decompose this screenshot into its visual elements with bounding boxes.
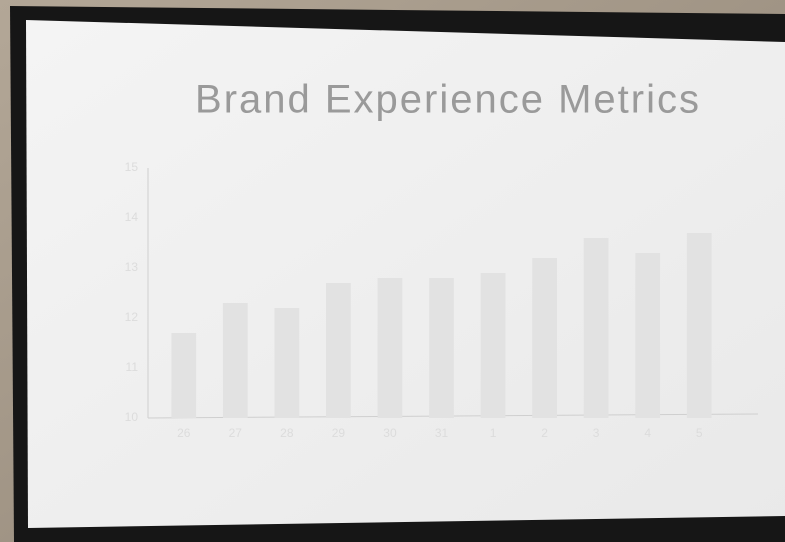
- y-tick-label: 11: [126, 360, 139, 374]
- x-tick-label: 2: [541, 426, 548, 440]
- y-tick-label: 14: [125, 210, 139, 224]
- x-tick-label: 29: [332, 426, 346, 440]
- y-tick-label: 10: [125, 410, 139, 424]
- bar: [378, 278, 403, 418]
- bar: [532, 258, 557, 418]
- bar: [326, 283, 351, 418]
- x-tick-label: 1: [490, 426, 497, 440]
- bar: [429, 278, 454, 418]
- bar: [274, 308, 299, 418]
- x-tick-label: 28: [280, 426, 294, 440]
- x-tick-label: 4: [644, 426, 651, 440]
- y-tick-label: 13: [125, 260, 139, 274]
- bar: [481, 273, 506, 418]
- x-tick-label: 27: [229, 426, 243, 440]
- y-tick-label: 12: [125, 310, 139, 324]
- bar: [687, 233, 712, 418]
- page: Brand Experience Metrics 101112131415262…: [0, 0, 785, 542]
- chart-title: Brand Experience Metrics: [195, 78, 701, 122]
- x-tick-label: 30: [383, 426, 397, 440]
- bar: [171, 333, 196, 418]
- bar: [223, 303, 248, 418]
- y-tick-label: 15: [125, 160, 139, 174]
- x-tick-label: 31: [435, 426, 449, 440]
- x-tick-label: 3: [593, 426, 600, 440]
- x-tick-label: 26: [177, 426, 191, 440]
- chart: Brand Experience Metrics 101112131415262…: [0, 0, 785, 542]
- bar: [635, 253, 660, 418]
- x-tick-label: 5: [696, 426, 703, 440]
- bar: [584, 238, 609, 418]
